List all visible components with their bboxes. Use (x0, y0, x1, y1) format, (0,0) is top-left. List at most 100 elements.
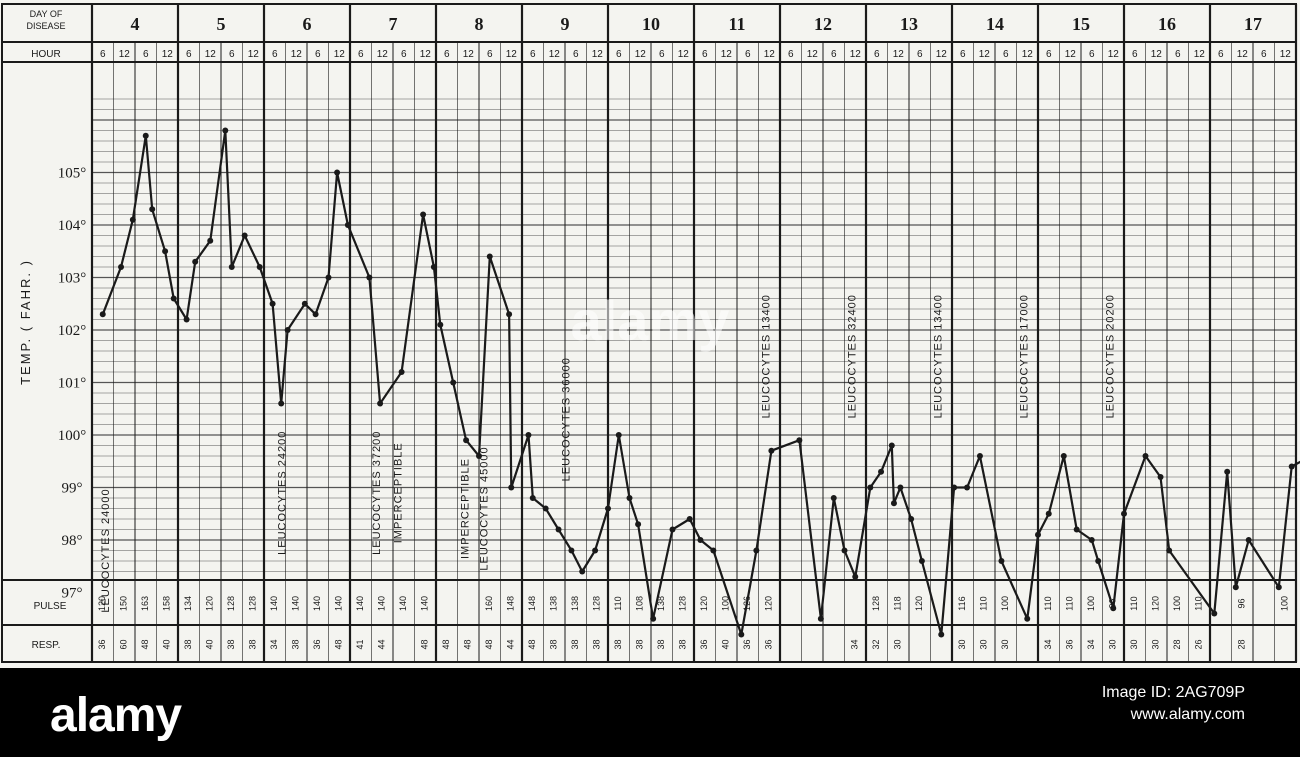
pulse-value: 120 (1151, 596, 1161, 611)
resp-value: 60 (119, 639, 129, 649)
resp-value: 30 (1108, 639, 1118, 649)
temperature-point (867, 484, 874, 491)
temperature-point (508, 484, 515, 491)
pulse-value: 110 (979, 596, 989, 610)
hour-label: 6 (573, 49, 579, 60)
temperature-point (998, 558, 1005, 564)
day-row-label-2: DISEASE (26, 21, 65, 31)
resp-value: 38 (291, 639, 301, 649)
temperature-point (1211, 610, 1218, 617)
image-id: Image ID: 2AG709P (1101, 684, 1245, 701)
watermark-footer: alamy Image ID: 2AG709P www.alamy.com (0, 668, 1300, 757)
temperature-point (1142, 453, 1149, 459)
leucocyte-annotation: LEUCOCYTES 20200 (1104, 294, 1116, 418)
temperature-point (1245, 537, 1252, 543)
temperature-point (710, 547, 717, 554)
resp-value: 48 (463, 639, 473, 649)
pulse-value: 100 (721, 596, 731, 611)
pulse-value: 128 (226, 596, 236, 611)
temperature-point (1224, 468, 1231, 475)
pulse-row-label: PULSE (34, 601, 67, 612)
temperature-point (897, 484, 904, 491)
day-number: 14 (986, 14, 1004, 34)
temperature-point (301, 300, 308, 307)
hour-label: 6 (315, 49, 321, 60)
resp-value: 30 (1000, 639, 1010, 649)
resp-value: 38 (613, 639, 623, 649)
pulse-value: 110 (1043, 596, 1053, 610)
temperature-point (650, 615, 657, 622)
resp-value: 38 (635, 639, 645, 649)
temperature-point (615, 432, 622, 438)
temperature-point (568, 547, 575, 554)
hour-label: 12 (1194, 49, 1206, 60)
hour-label: 12 (119, 49, 131, 60)
y-tick-label: 100° (58, 428, 87, 444)
temperature-point (669, 526, 676, 533)
hour-label: 6 (530, 49, 536, 60)
temperature-point (976, 453, 983, 459)
temperature-point (525, 432, 532, 438)
resp-value: 40 (205, 639, 215, 649)
resp-value: 48 (484, 639, 494, 649)
temperature-point (579, 568, 586, 575)
pulse-value: 110 (1065, 596, 1075, 610)
pulse-value: 140 (398, 596, 408, 611)
temperature-point (951, 484, 958, 491)
temperature-point (284, 327, 291, 333)
temperature-point (1157, 474, 1164, 480)
hour-label: 6 (401, 49, 407, 60)
temperature-point (149, 206, 156, 213)
resp-value: 38 (549, 639, 559, 649)
pulse-value: 140 (291, 596, 301, 611)
pulse-value: 148 (527, 596, 537, 611)
hour-label: 6 (100, 49, 106, 60)
pulse-value: 140 (420, 596, 430, 611)
temperature-point (312, 311, 319, 318)
day-number: 4 (131, 14, 140, 34)
pulse-value: 128 (592, 596, 602, 611)
hour-label: 12 (205, 49, 217, 60)
resp-value: 36 (312, 639, 322, 649)
leucocyte-annotation: LEUCOCYTES 13400 (760, 294, 772, 418)
resp-value: 36 (699, 639, 709, 649)
hour-label: 12 (635, 49, 647, 60)
pulse-value: 134 (183, 596, 193, 611)
temperature-point (817, 615, 824, 622)
temperature-point (256, 264, 263, 270)
hour-label: 6 (1003, 49, 1009, 60)
pulse-value: 140 (312, 596, 322, 611)
resp-value: 48 (420, 639, 430, 649)
temperature-point (241, 232, 248, 239)
pulse-value: 120 (764, 596, 774, 611)
alamy-logo: alamy (50, 689, 182, 742)
temperature-point (278, 400, 285, 407)
resp-value: 30 (979, 639, 989, 649)
pulse-value: 120 (914, 596, 924, 611)
y-tick-label: 103° (58, 271, 87, 287)
hour-label: 12 (893, 49, 905, 60)
resp-value: 38 (248, 639, 258, 649)
hour-label: 6 (616, 49, 622, 60)
pulse-value: 128 (871, 596, 881, 611)
pulse-value: 110 (1194, 596, 1204, 610)
pulse-value: 110 (613, 596, 623, 610)
temperature-point (222, 127, 229, 134)
temperature-point (142, 132, 149, 139)
resp-value: 36 (742, 639, 752, 649)
temperature-point (918, 558, 925, 564)
hour-label: 6 (272, 49, 278, 60)
hour-label: 12 (1108, 49, 1120, 60)
temperature-point (635, 521, 642, 528)
temperature-point (938, 631, 945, 638)
pulse-value: 163 (140, 596, 150, 611)
pulse-value: 140 (355, 596, 365, 611)
temperature-point (207, 237, 214, 244)
day-number: 12 (814, 14, 832, 34)
temperature-point (529, 495, 536, 501)
resp-value: 34 (850, 639, 860, 649)
temperature-point (686, 516, 693, 522)
temperature-point (796, 437, 803, 444)
resp-value: 38 (183, 639, 193, 649)
hour-label: 12 (549, 49, 561, 60)
